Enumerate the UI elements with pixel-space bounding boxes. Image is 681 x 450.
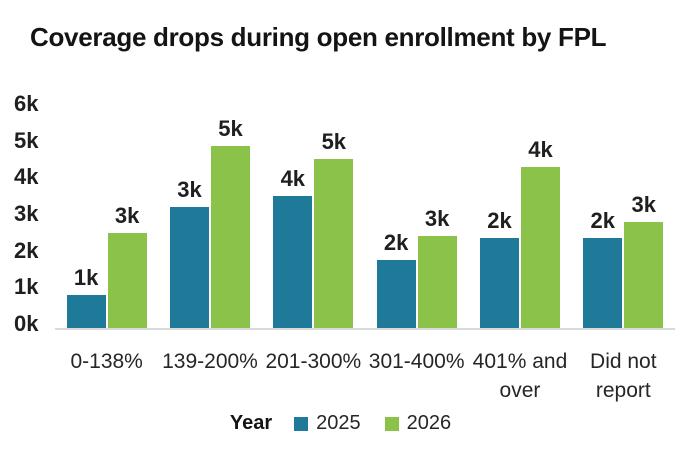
legend-item: 2026 [384,412,452,435]
x-axis-label: 201-300% [265,350,362,373]
bar-2026 [314,159,354,328]
y-tick-label: 4k [14,164,39,189]
bar-2026 [417,236,457,328]
legend-label: 2026 [406,412,452,434]
bar-column: 2k [376,108,416,328]
bar-column: 5k [314,108,354,328]
bar-value-label: 3k [424,206,450,231]
y-tick-label: 0k [14,311,39,336]
y-tick-label: 3k [14,201,39,226]
x-axis-label: 301-400% [368,350,465,373]
bar-group: 3k 5k [158,108,261,328]
x-axis-label: 0-138% [70,350,143,373]
legend-swatch-2026 [384,416,399,431]
bar-value-label: 2k [487,208,512,233]
x-axis-label: Did not report [590,350,657,402]
bar-2025 [273,196,313,328]
bar-column: 3k [107,108,147,328]
x-axis-label: 401% and over [472,350,568,402]
bar-value-label: 1k [73,265,99,290]
legend-item: 2025 [294,412,361,435]
bar-column: 3k [417,108,457,328]
bar-column: 2k [479,108,519,328]
bar-2025 [479,238,519,328]
bar-2026 [624,222,664,328]
bar-group: 2k 3k [365,108,468,328]
bar-group: 2k 4k [468,108,571,328]
bar-value-label: 3k [177,177,202,202]
legend-items: 2025 2026 [294,412,451,435]
bar-2025 [169,207,209,328]
bar-column: 1k [66,108,106,328]
bar-value-label: 3k [114,203,140,228]
bar-group: 1k 3k [55,108,158,328]
y-tick-label: 1k [14,274,39,299]
legend-swatch-2025 [294,416,309,431]
bar-2026 [520,167,560,328]
bar-group: 2k 3k [572,108,675,328]
bar-column: 2k [583,108,623,328]
bar-value-label: 3k [631,192,657,217]
bar-value-label: 4k [280,166,306,191]
bar-value-label: 4k [528,137,553,162]
bar-column: 5k [210,108,250,328]
bar-column: 4k [520,108,560,328]
bar-2026 [107,233,147,328]
bar-2025 [376,260,416,328]
chart-title: Coverage drops during open enrollment by… [30,22,607,52]
bar-column: 4k [273,108,313,328]
y-axis: 0k 1k 2k 3k 4k 5k 6k [0,0,54,380]
plot-area: 1k 3k 3k 5k 4k 5k 2k 3k 2k 4k 2k 3k [55,108,675,330]
bar-value-label: 2k [383,230,409,255]
legend-label: 2025 [316,412,361,434]
bar-column: 3k [624,108,664,328]
bar-value-label: 5k [218,116,243,141]
bar-value-label: 5k [321,129,347,154]
x-axis: 0-138% 139-200% 201-300% 301-400% 401% and o… [55,347,675,405]
bar-2025 [583,238,623,328]
legend-title: Year [229,412,273,434]
legend: Year 2025 2026 [0,412,681,435]
bar-group: 4k 5k [262,108,365,328]
y-tick-label: 2k [14,238,39,263]
bar-2026 [210,146,250,328]
bar-value-label: 2k [590,208,616,233]
y-tick-label: 6k [14,91,39,116]
y-tick-label: 5k [14,128,39,153]
bar-2025 [66,295,106,328]
bar-column: 3k [169,108,209,328]
x-axis-label: 139-200% [162,350,258,373]
